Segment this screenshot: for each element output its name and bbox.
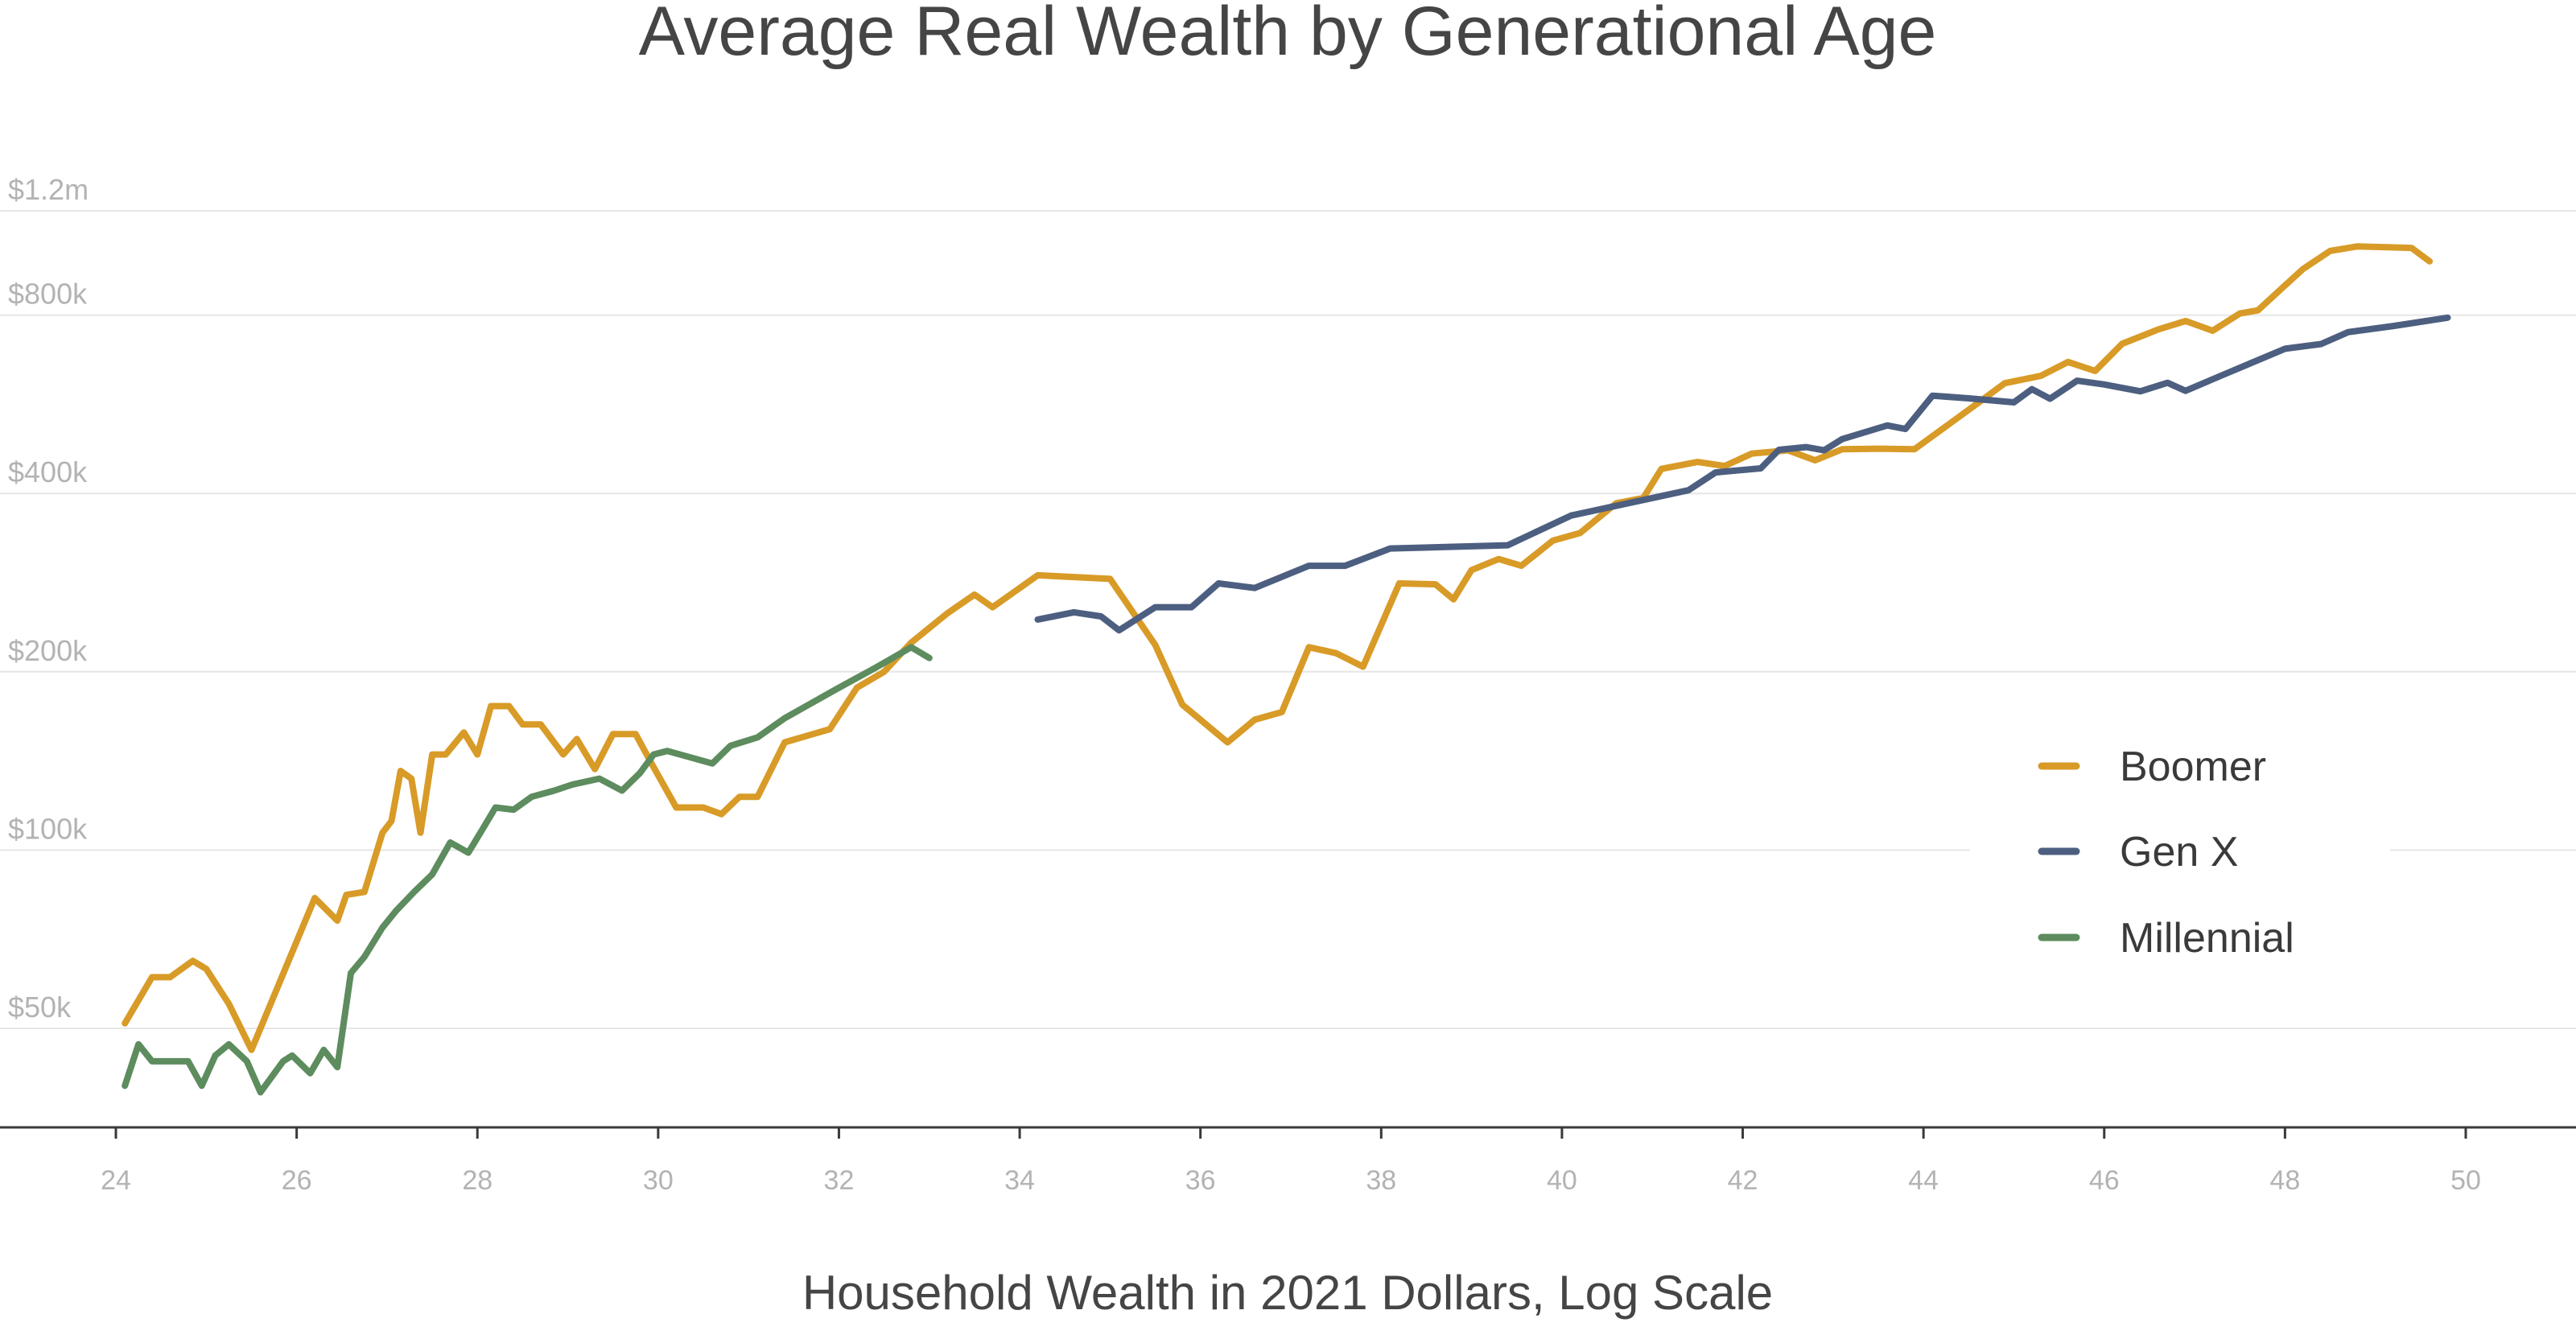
x-tick-label: 40 xyxy=(1547,1165,1577,1196)
x-tick-label: 48 xyxy=(2269,1165,2300,1196)
y-tick-label: $800k xyxy=(8,278,88,311)
series-line-boomer xyxy=(122,243,2434,1053)
x-tick-label: 36 xyxy=(1185,1165,1216,1196)
legend-background xyxy=(1970,708,2390,974)
series-line-gen-x xyxy=(1034,314,2451,634)
x-tick-label: 30 xyxy=(643,1165,674,1196)
x-tick-label: 44 xyxy=(1908,1165,1939,1196)
legend-label-gen-x: Gen X xyxy=(2120,829,2238,876)
legend-label-boomer: Boomer xyxy=(2120,744,2266,790)
y-tick-label: $200k xyxy=(8,634,88,667)
x-tick-label: 38 xyxy=(1366,1165,1396,1196)
y-tick-label: $50k xyxy=(8,991,72,1024)
y-tick-label: $1.2m xyxy=(8,173,89,206)
x-tick-label: 26 xyxy=(282,1165,312,1196)
chart-title: Average Real Wealth by Generational Age xyxy=(639,0,1937,70)
series-line-millennial xyxy=(122,644,933,1096)
y-tick-label: $100k xyxy=(8,812,88,845)
x-tick-label: 42 xyxy=(1728,1165,1758,1196)
x-tick-label: 50 xyxy=(2450,1165,2481,1196)
legend-label-millennial: Millennial xyxy=(2120,915,2294,962)
y-tick-label: $400k xyxy=(8,455,88,488)
series-lines xyxy=(122,243,2451,1096)
x-tick-label: 32 xyxy=(824,1165,855,1196)
gridlines xyxy=(0,210,2576,1029)
x-axis-ticks: 24 26 28 30 32 34 36 38 40 42 44 46 48 50 xyxy=(101,1127,2481,1196)
x-tick-label: 46 xyxy=(2089,1165,2120,1196)
x-tick-label: 34 xyxy=(1004,1165,1035,1196)
legend: Boomer Gen X Millennial xyxy=(2038,744,2294,962)
y-axis-tick-labels: $50k $100k $200k $400k $800k $1.2m xyxy=(8,173,89,1024)
chart-caption: Household Wealth in 2021 Dollars, Log Sc… xyxy=(802,1266,1773,1320)
x-tick-label: 28 xyxy=(462,1165,493,1196)
x-tick-label: 24 xyxy=(101,1165,131,1196)
